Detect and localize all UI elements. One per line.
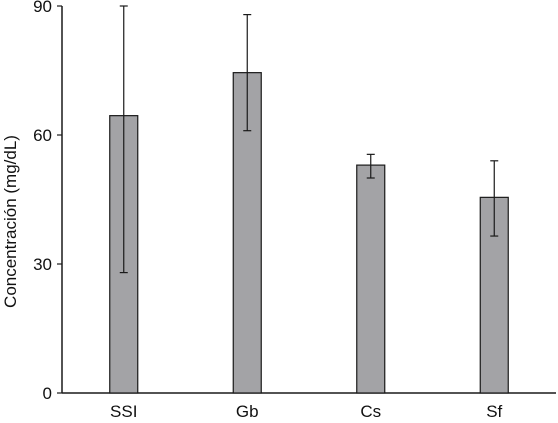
y-ticks: 0 30 60 90 bbox=[33, 0, 62, 403]
x-tick-label-cs: Cs bbox=[360, 402, 381, 421]
bar-cs bbox=[356, 164, 386, 394]
y-tick-label: 90 bbox=[33, 0, 52, 16]
error-bars bbox=[119, 5, 499, 274]
x-tick-label-gb: Gb bbox=[236, 402, 259, 421]
y-tick-label: 0 bbox=[43, 384, 52, 403]
y-tick-label: 60 bbox=[33, 126, 52, 145]
bars bbox=[109, 72, 509, 394]
x-tick-label-ssi: SSI bbox=[110, 402, 137, 421]
x-ticks: SSI Gb Cs Sf bbox=[110, 402, 503, 421]
x-tick-label-sf: Sf bbox=[486, 402, 502, 421]
y-tick-label: 30 bbox=[33, 255, 52, 274]
axes bbox=[61, 6, 556, 394]
y-axis-title: Concentración (mg/dL) bbox=[1, 135, 20, 308]
